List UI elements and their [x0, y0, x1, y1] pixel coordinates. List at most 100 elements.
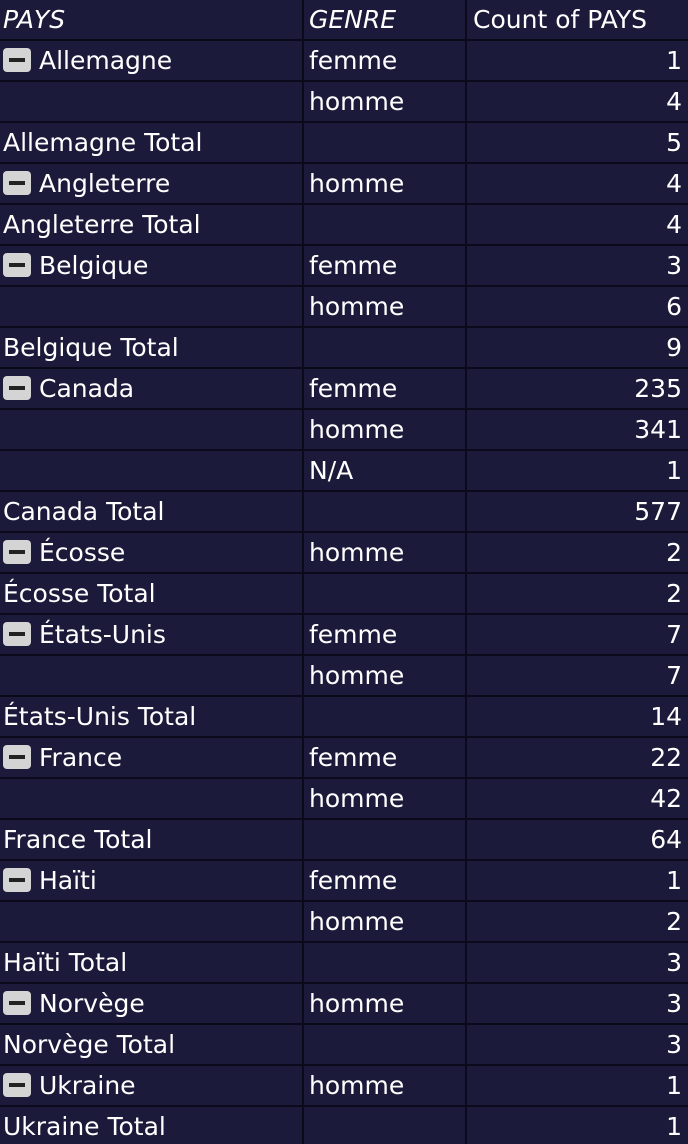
pays-cell[interactable]: Canada Total: [0, 492, 300, 531]
pays-cell[interactable]: [0, 656, 300, 695]
count-cell[interactable]: 4: [465, 205, 688, 244]
genre-cell[interactable]: femme: [302, 369, 463, 408]
total-row: Angleterre Total 4: [0, 205, 688, 246]
pays-cell[interactable]: [0, 287, 300, 326]
pays-cell[interactable]: Belgique: [0, 246, 300, 285]
total-row: Allemagne Total 5: [0, 123, 688, 164]
genre-cell[interactable]: homme: [302, 984, 463, 1023]
pays-cell[interactable]: France Total: [0, 820, 300, 859]
count-cell[interactable]: 4: [465, 82, 688, 121]
pays-cell[interactable]: Haïti Total: [0, 943, 300, 982]
count-cell[interactable]: 6: [465, 287, 688, 326]
pays-cell[interactable]: [0, 902, 300, 941]
pays-cell[interactable]: [0, 451, 300, 490]
pays-cell[interactable]: Norvège Total: [0, 1025, 300, 1064]
pays-cell[interactable]: France: [0, 738, 300, 777]
count-cell[interactable]: 1: [465, 1107, 688, 1144]
genre-cell[interactable]: [302, 820, 463, 859]
collapse-toggle-icon[interactable]: [3, 991, 31, 1015]
pays-cell[interactable]: Allemagne Total: [0, 123, 300, 162]
pays-cell[interactable]: Haïti: [0, 861, 300, 900]
genre-cell[interactable]: [302, 123, 463, 162]
genre-cell[interactable]: homme: [302, 533, 463, 572]
genre-cell[interactable]: [302, 697, 463, 736]
count-cell[interactable]: 1: [465, 861, 688, 900]
genre-cell[interactable]: [302, 1107, 463, 1144]
genre-cell[interactable]: homme: [302, 82, 463, 121]
genre-cell[interactable]: [302, 205, 463, 244]
collapse-toggle-icon[interactable]: [3, 48, 31, 72]
count-cell[interactable]: 1: [465, 1066, 688, 1105]
count-cell[interactable]: 9: [465, 328, 688, 367]
collapse-toggle-icon[interactable]: [3, 171, 31, 195]
genre-cell[interactable]: homme: [302, 287, 463, 326]
pays-cell[interactable]: États-Unis: [0, 615, 300, 654]
genre-cell[interactable]: femme: [302, 41, 463, 80]
genre-cell[interactable]: [302, 492, 463, 531]
pays-cell[interactable]: Ukraine Total: [0, 1107, 300, 1144]
genre-cell[interactable]: [302, 1025, 463, 1064]
pays-cell[interactable]: [0, 410, 300, 449]
genre-cell[interactable]: homme: [302, 902, 463, 941]
count-cell[interactable]: 14: [465, 697, 688, 736]
count-cell[interactable]: 2: [465, 902, 688, 941]
collapse-toggle-icon[interactable]: [3, 253, 31, 277]
count-cell[interactable]: 64: [465, 820, 688, 859]
genre-cell[interactable]: femme: [302, 861, 463, 900]
pays-cell[interactable]: Ukraine: [0, 1066, 300, 1105]
pays-cell[interactable]: Angleterre Total: [0, 205, 300, 244]
count-cell[interactable]: 1: [465, 451, 688, 490]
table-row: Belgique femme 3: [0, 246, 688, 287]
genre-cell[interactable]: [302, 574, 463, 613]
header-count[interactable]: Count of PAYS: [465, 0, 688, 39]
count-cell[interactable]: 4: [465, 164, 688, 203]
header-genre[interactable]: GENRE: [302, 0, 463, 39]
collapse-toggle-icon[interactable]: [3, 622, 31, 646]
pays-cell[interactable]: Allemagne: [0, 41, 300, 80]
genre-cell[interactable]: homme: [302, 1066, 463, 1105]
pays-cell[interactable]: Norvège: [0, 984, 300, 1023]
count-cell[interactable]: 3: [465, 984, 688, 1023]
pays-cell[interactable]: Angleterre: [0, 164, 300, 203]
header-row: PAYS GENRE Count of PAYS: [0, 0, 688, 41]
pays-cell[interactable]: Belgique Total: [0, 328, 300, 367]
genre-cell[interactable]: homme: [302, 410, 463, 449]
count-cell[interactable]: 235: [465, 369, 688, 408]
pays-cell[interactable]: [0, 82, 300, 121]
genre-cell[interactable]: femme: [302, 246, 463, 285]
count-cell[interactable]: 42: [465, 779, 688, 818]
count-cell[interactable]: 2: [465, 533, 688, 572]
genre-cell[interactable]: [302, 943, 463, 982]
count-cell[interactable]: 1: [465, 41, 688, 80]
pays-cell[interactable]: Canada: [0, 369, 300, 408]
genre-cell[interactable]: [302, 328, 463, 367]
genre-cell[interactable]: femme: [302, 615, 463, 654]
total-row: Canada Total 577: [0, 492, 688, 533]
count-cell[interactable]: 3: [465, 943, 688, 982]
count-cell[interactable]: 2: [465, 574, 688, 613]
count-cell[interactable]: 7: [465, 615, 688, 654]
count-cell[interactable]: 7: [465, 656, 688, 695]
pays-cell[interactable]: [0, 779, 300, 818]
collapse-toggle-icon[interactable]: [3, 1073, 31, 1097]
collapse-toggle-icon[interactable]: [3, 745, 31, 769]
header-pays[interactable]: PAYS: [3, 5, 66, 34]
collapse-toggle-icon[interactable]: [3, 540, 31, 564]
collapse-toggle-icon[interactable]: [3, 868, 31, 892]
count-cell[interactable]: 341: [465, 410, 688, 449]
count-cell[interactable]: 22: [465, 738, 688, 777]
table-row: Haïti femme 1: [0, 861, 688, 902]
collapse-toggle-icon[interactable]: [3, 376, 31, 400]
count-cell[interactable]: 3: [465, 246, 688, 285]
genre-cell[interactable]: N/A: [302, 451, 463, 490]
pays-cell[interactable]: Écosse: [0, 533, 300, 572]
genre-cell[interactable]: homme: [302, 656, 463, 695]
genre-cell[interactable]: femme: [302, 738, 463, 777]
pays-cell[interactable]: États-Unis Total: [0, 697, 300, 736]
genre-cell[interactable]: homme: [302, 779, 463, 818]
count-cell[interactable]: 5: [465, 123, 688, 162]
count-cell[interactable]: 577: [465, 492, 688, 531]
count-cell[interactable]: 3: [465, 1025, 688, 1064]
pays-cell[interactable]: Écosse Total: [0, 574, 300, 613]
genre-cell[interactable]: homme: [302, 164, 463, 203]
